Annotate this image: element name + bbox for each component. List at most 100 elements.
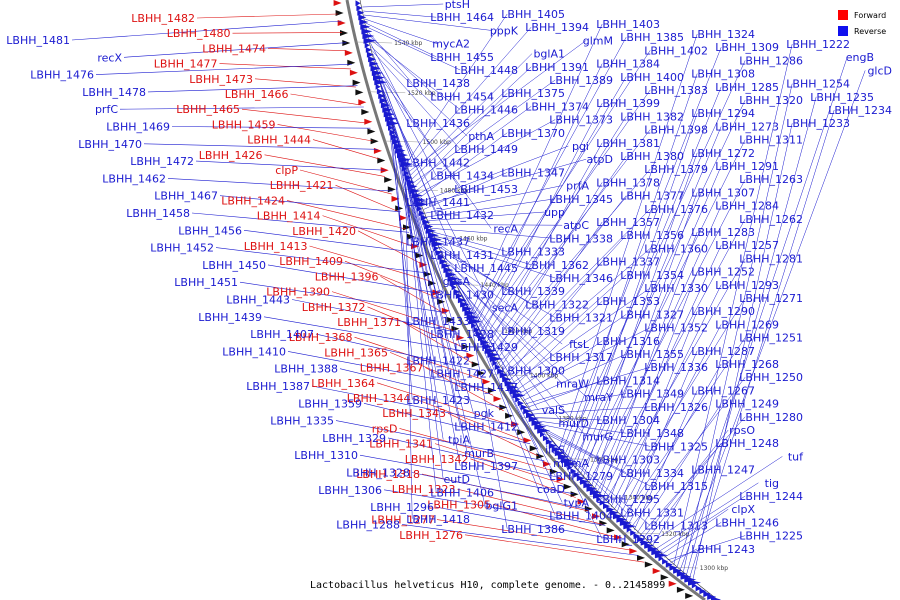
reverse-gene-label-lbhh-1295[interactable]: LBHH_1295 bbox=[596, 493, 660, 506]
reverse-gene-label-mnma[interactable]: mnmA bbox=[553, 457, 589, 470]
reverse-gene-label-lbhh-1233[interactable]: LBHH_1233 bbox=[786, 117, 850, 130]
reverse-gene-label-lbhh-1445[interactable]: LBHH_1445 bbox=[454, 262, 518, 275]
reverse-gene-label-tpia[interactable]: tpiA bbox=[448, 434, 470, 447]
reverse-gene-label-lbhh-1380[interactable]: LBHH_1380 bbox=[620, 150, 684, 163]
reverse-gene-label-lbhh-1335[interactable]: LBHH_1335 bbox=[270, 415, 334, 428]
reverse-gene-label-lbhh-1281[interactable]: LBHH_1281 bbox=[739, 252, 803, 265]
reverse-gene-label-lbhh-1417[interactable]: LBHH_1417 bbox=[454, 381, 518, 394]
reverse-gene-label-lbhh-1436[interactable]: LBHH_1436 bbox=[406, 117, 470, 130]
reverse-gene-label-lbhh-1462[interactable]: LBHH_1462 bbox=[102, 172, 166, 185]
reverse-gene-label-lbhh-1455[interactable]: LBHH_1455 bbox=[430, 51, 494, 64]
forward-gene-label-lbhh-1364[interactable]: LBHH_1364 bbox=[311, 377, 375, 390]
reverse-gene-label-lbhh-1309[interactable]: LBHH_1309 bbox=[715, 41, 779, 54]
forward-gene-label-lbhh-1372[interactable]: LBHH_1372 bbox=[302, 301, 366, 314]
reverse-gene-label-lbhh-1330[interactable]: LBHH_1330 bbox=[644, 282, 708, 295]
reverse-gene-label-glcd[interactable]: glcD bbox=[867, 64, 892, 77]
reverse-gene-label-lbhh-1271[interactable]: LBHH_1271 bbox=[739, 292, 803, 305]
reverse-gene-label-lbhh-1357[interactable]: LBHH_1357 bbox=[596, 216, 660, 229]
reverse-gene-label-murg[interactable]: murG bbox=[582, 430, 613, 443]
reverse-gene-label-lbhh-1379[interactable]: LBHH_1379 bbox=[644, 163, 708, 176]
reverse-gene-label-lbhh-1310[interactable]: LBHH_1310 bbox=[294, 449, 358, 462]
reverse-gene-label-lbhh-1225[interactable]: LBHH_1225 bbox=[739, 530, 803, 543]
reverse-gene-label-lbhh-1252[interactable]: LBHH_1252 bbox=[691, 266, 755, 279]
reverse-gene-label-pgk[interactable]: pgk bbox=[474, 407, 495, 420]
forward-gene-label-lbhh-1477[interactable]: LBHH_1477 bbox=[154, 58, 218, 71]
reverse-gene-label-lbhh-1451[interactable]: LBHH_1451 bbox=[174, 276, 238, 289]
reverse-gene-label-lbhh-1338[interactable]: LBHH_1338 bbox=[549, 232, 613, 245]
reverse-gene-label-lbhh-1353[interactable]: LBHH_1353 bbox=[596, 295, 660, 308]
reverse-gene-label-pgi[interactable]: pgi bbox=[572, 140, 589, 153]
reverse-gene-label-lbhh-1249[interactable]: LBHH_1249 bbox=[715, 398, 779, 411]
reverse-gene-label-lbhh-1311[interactable]: LBHH_1311 bbox=[739, 134, 803, 147]
reverse-gene-label-tig[interactable]: tig bbox=[765, 477, 779, 490]
reverse-gene-label-lbhh-1389[interactable]: LBHH_1389 bbox=[549, 74, 613, 87]
reverse-gene-label-lbhh-1423[interactable]: LBHH_1423 bbox=[406, 394, 470, 407]
forward-gene-label-lbhh-1343[interactable]: LBHH_1343 bbox=[382, 407, 446, 420]
reverse-gene-label-lbhh-1290[interactable]: LBHH_1290 bbox=[691, 305, 755, 318]
reverse-gene-label-lbhh-1400[interactable]: LBHH_1400 bbox=[620, 71, 684, 84]
reverse-gene-label-lbhh-1378[interactable]: LBHH_1378 bbox=[596, 176, 660, 189]
reverse-gene-label-lbhh-1321[interactable]: LBHH_1321 bbox=[549, 312, 613, 325]
reverse-gene-label-lbhh-1306[interactable]: LBHH_1306 bbox=[318, 484, 382, 497]
reverse-gene-label-murb[interactable]: murB bbox=[464, 447, 494, 460]
reverse-gene-label-lbhh-1418[interactable]: LBHH_1418 bbox=[406, 513, 470, 526]
reverse-gene-label-lbhh-1384[interactable]: LBHH_1384 bbox=[596, 58, 660, 71]
reverse-gene-label-lbhh-1476[interactable]: LBHH_1476 bbox=[30, 69, 94, 82]
reverse-gene-label-lbhh-1273[interactable]: LBHH_1273 bbox=[715, 120, 779, 133]
forward-gene-label-lbhh-1444[interactable]: LBHH_1444 bbox=[247, 134, 311, 147]
forward-gene-label-lbhh-1414[interactable]: LBHH_1414 bbox=[257, 210, 321, 223]
reverse-gene-label-lbhh-1453[interactable]: LBHH_1453 bbox=[454, 183, 518, 196]
reverse-gene-label-myca2[interactable]: mycA2 bbox=[432, 38, 470, 51]
reverse-gene-label-lbhh-1359[interactable]: LBHH_1359 bbox=[298, 397, 362, 410]
reverse-gene-label-lbhh-1283[interactable]: LBHH_1283 bbox=[691, 226, 755, 239]
reverse-gene-label-murd[interactable]: murD bbox=[558, 417, 589, 430]
reverse-gene-label-lbhh-1442[interactable]: LBHH_1442 bbox=[406, 156, 470, 169]
reverse-gene-label-lbhh-1300[interactable]: LBHH_1300 bbox=[501, 364, 565, 377]
reverse-gene-label-lbhh-1373[interactable]: LBHH_1373 bbox=[549, 114, 613, 127]
reverse-gene-label-lbhh-1287[interactable]: LBHH_1287 bbox=[691, 345, 755, 358]
forward-gene-label-lbhh-1473[interactable]: LBHH_1473 bbox=[189, 73, 253, 86]
reverse-gene-label-lbhh-1296[interactable]: LBHH_1296 bbox=[370, 501, 434, 514]
forward-gene-label-lbhh-1371[interactable]: LBHH_1371 bbox=[337, 316, 401, 329]
reverse-gene-label-lbhh-1422[interactable]: LBHH_1422 bbox=[406, 354, 470, 367]
reverse-gene-label-lbhh-1431[interactable]: LBHH_1431 bbox=[430, 249, 494, 262]
reverse-gene-label-lbhh-1434[interactable]: LBHH_1434 bbox=[430, 170, 494, 183]
reverse-gene-label-lbhh-1469[interactable]: LBHH_1469 bbox=[106, 121, 170, 134]
reverse-gene-label-lbhh-1347[interactable]: LBHH_1347 bbox=[501, 166, 565, 179]
reverse-gene-label-lbhh-1405[interactable]: LBHH_1405 bbox=[501, 8, 565, 21]
forward-gene-label-lbhh-1318[interactable]: LBHH_1318 bbox=[356, 468, 420, 481]
reverse-gene-label-lbhh-1402[interactable]: LBHH_1402 bbox=[644, 44, 708, 57]
forward-gene-label-lbhh-1413[interactable]: LBHH_1413 bbox=[244, 240, 308, 253]
reverse-gene-label-lbhh-1349[interactable]: LBHH_1349 bbox=[620, 388, 684, 401]
forward-gene-label-lbhh-1390[interactable]: LBHH_1390 bbox=[266, 286, 330, 299]
forward-gene-label-lbhh-1409[interactable]: LBHH_1409 bbox=[279, 255, 343, 268]
reverse-gene-label-lbhh-1452[interactable]: LBHH_1452 bbox=[150, 242, 214, 255]
reverse-gene-label-lbhh-1325[interactable]: LBHH_1325 bbox=[644, 440, 708, 453]
reverse-gene-label-mraw[interactable]: mraW bbox=[556, 378, 589, 391]
reverse-gene-label-lbhh-1334[interactable]: LBHH_1334 bbox=[620, 467, 684, 480]
forward-gene-label-lbhh-1480[interactable]: LBHH_1480 bbox=[167, 27, 231, 40]
reverse-gene-label-lbhh-1438[interactable]: LBHH_1438 bbox=[406, 77, 470, 90]
reverse-gene-label-lbhh-1285[interactable]: LBHH_1285 bbox=[715, 81, 779, 94]
reverse-gene-label-lbhh-1257[interactable]: LBHH_1257 bbox=[715, 239, 779, 252]
reverse-gene-label-lbhh-1324[interactable]: LBHH_1324 bbox=[691, 28, 755, 41]
reverse-gene-label-lbhh-1412[interactable]: LBHH_1412 bbox=[454, 420, 518, 433]
reverse-gene-label-atpc[interactable]: atpC bbox=[563, 219, 589, 232]
reverse-gene-label-eutd[interactable]: eutD bbox=[443, 473, 470, 486]
reverse-gene-label-glmm[interactable]: glmM bbox=[583, 34, 613, 47]
reverse-gene-label-lbhh-1406[interactable]: LBHH_1406 bbox=[430, 486, 494, 499]
reverse-gene-label-lbhh-1403[interactable]: LBHH_1403 bbox=[596, 18, 660, 31]
reverse-gene-label-lbhh-1388[interactable]: LBHH_1388 bbox=[274, 363, 338, 376]
reverse-gene-label-lbhh-1478[interactable]: LBHH_1478 bbox=[82, 86, 146, 99]
forward-gene-label-lbhh-1368[interactable]: LBHH_1368 bbox=[289, 331, 353, 344]
reverse-gene-label-lbhh-1398[interactable]: LBHH_1398 bbox=[644, 124, 708, 137]
reverse-gene-label-lbhh-1222[interactable]: LBHH_1222 bbox=[786, 38, 850, 51]
forward-gene-label-lbhh-1424[interactable]: LBHH_1424 bbox=[221, 194, 285, 207]
forward-gene-label-lbhh-1277[interactable]: LBHH_1277 bbox=[371, 514, 435, 527]
reverse-gene-label-lbhh-1292[interactable]: LBHH_1292 bbox=[596, 533, 660, 546]
reverse-gene-label-lbhh-1470[interactable]: LBHH_1470 bbox=[78, 138, 142, 151]
reverse-gene-label-lbhh-1286[interactable]: LBHH_1286 bbox=[739, 54, 803, 67]
reverse-gene-label-lbhh-1385[interactable]: LBHH_1385 bbox=[620, 31, 684, 44]
forward-gene-label-lbhh-1426[interactable]: LBHH_1426 bbox=[199, 149, 263, 162]
reverse-gene-label-ftsl[interactable]: ftsL bbox=[569, 338, 590, 351]
